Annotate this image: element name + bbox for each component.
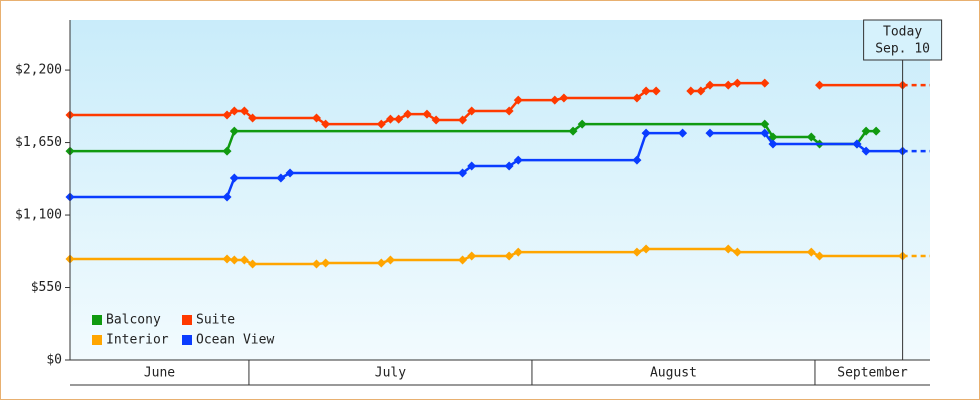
- legend-label: Balcony: [106, 313, 161, 328]
- data-point: [686, 86, 696, 96]
- data-point: [768, 139, 778, 149]
- data-point: [222, 254, 232, 264]
- data-point: [861, 126, 871, 136]
- data-point: [321, 119, 331, 129]
- data-point: [861, 146, 871, 156]
- data-point: [705, 80, 715, 90]
- data-point: [871, 126, 881, 136]
- data-point: [229, 173, 239, 183]
- data-point: [239, 106, 249, 116]
- data-point: [852, 139, 862, 149]
- data-point: [513, 95, 523, 105]
- legend-label: Suite: [196, 313, 235, 328]
- data-point: [504, 161, 514, 171]
- legend-swatch: [92, 315, 102, 325]
- data-point: [248, 259, 258, 269]
- data-point: [806, 132, 816, 142]
- data-point: [641, 128, 651, 138]
- data-point: [732, 247, 742, 257]
- data-point: [385, 114, 395, 124]
- month-label: September: [837, 366, 908, 381]
- data-point: [577, 119, 587, 129]
- data-point: [760, 119, 770, 129]
- data-point: [467, 161, 477, 171]
- y-tick-label: $2,200: [15, 63, 62, 78]
- legend-swatch: [182, 335, 192, 345]
- data-point: [559, 93, 569, 103]
- data-point: [222, 192, 232, 202]
- data-point: [467, 251, 477, 261]
- y-tick-label: $0: [46, 353, 62, 368]
- data-point: [403, 109, 413, 119]
- month-label: July: [375, 366, 406, 381]
- data-point: [504, 251, 514, 261]
- data-point: [321, 258, 331, 268]
- data-point: [732, 78, 742, 88]
- data-point: [760, 78, 770, 88]
- data-point: [458, 255, 468, 265]
- series-line: [709, 131, 903, 153]
- data-point: [815, 251, 825, 261]
- data-point: [723, 244, 733, 254]
- data-point: [311, 113, 321, 123]
- legend-swatch: [182, 315, 192, 325]
- data-point: [467, 106, 477, 116]
- data-point: [376, 119, 386, 129]
- data-point: [504, 106, 514, 116]
- data-point: [229, 106, 239, 116]
- data-point: [568, 126, 578, 136]
- data-point: [550, 95, 560, 105]
- data-point: [422, 109, 432, 119]
- data-point: [431, 115, 441, 125]
- data-point: [806, 247, 816, 257]
- today-label: Sep. 10: [875, 42, 930, 57]
- data-point: [222, 110, 232, 120]
- data-point: [513, 247, 523, 257]
- data-point: [651, 86, 661, 96]
- plot-area: [70, 20, 930, 360]
- data-point: [678, 128, 688, 138]
- data-point: [458, 115, 468, 125]
- series-line: [70, 89, 657, 126]
- data-point: [641, 244, 651, 254]
- y-tick-label: $1,650: [15, 135, 62, 150]
- data-point: [229, 126, 239, 136]
- data-point: [248, 113, 258, 123]
- legend-swatch: [92, 335, 102, 345]
- month-label: August: [650, 366, 697, 381]
- today-label: Today: [883, 25, 922, 40]
- legend-label: Interior: [106, 333, 169, 348]
- data-point: [458, 168, 468, 178]
- data-point: [696, 86, 706, 96]
- data-point: [229, 255, 239, 265]
- data-point: [376, 258, 386, 268]
- data-point: [705, 128, 715, 138]
- data-point: [222, 146, 232, 156]
- data-point: [641, 86, 651, 96]
- data-point: [632, 247, 642, 257]
- data-point: [276, 173, 286, 183]
- data-point: [239, 255, 249, 265]
- data-point: [385, 255, 395, 265]
- data-point: [632, 155, 642, 165]
- data-point: [285, 168, 295, 178]
- data-point: [311, 259, 321, 269]
- data-point: [394, 114, 404, 124]
- data-point: [723, 80, 733, 90]
- y-tick-label: $1,100: [15, 208, 62, 223]
- today-box: [863, 19, 943, 61]
- data-point: [815, 80, 825, 90]
- y-tick-label: $550: [31, 280, 62, 295]
- data-point: [760, 128, 770, 138]
- legend-label: Ocean View: [196, 333, 274, 348]
- month-label: June: [144, 366, 175, 381]
- data-point: [513, 155, 523, 165]
- data-point: [632, 93, 642, 103]
